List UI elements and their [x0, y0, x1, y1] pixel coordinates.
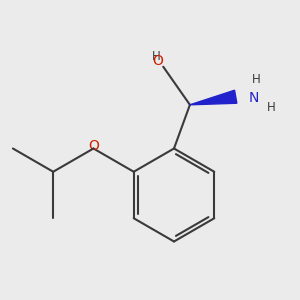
Polygon shape	[190, 90, 237, 105]
Text: N: N	[248, 91, 259, 105]
Text: H: H	[252, 73, 261, 86]
Text: H: H	[267, 101, 276, 114]
Text: H: H	[152, 50, 161, 63]
Text: O: O	[152, 54, 163, 68]
Text: O: O	[88, 139, 99, 152]
